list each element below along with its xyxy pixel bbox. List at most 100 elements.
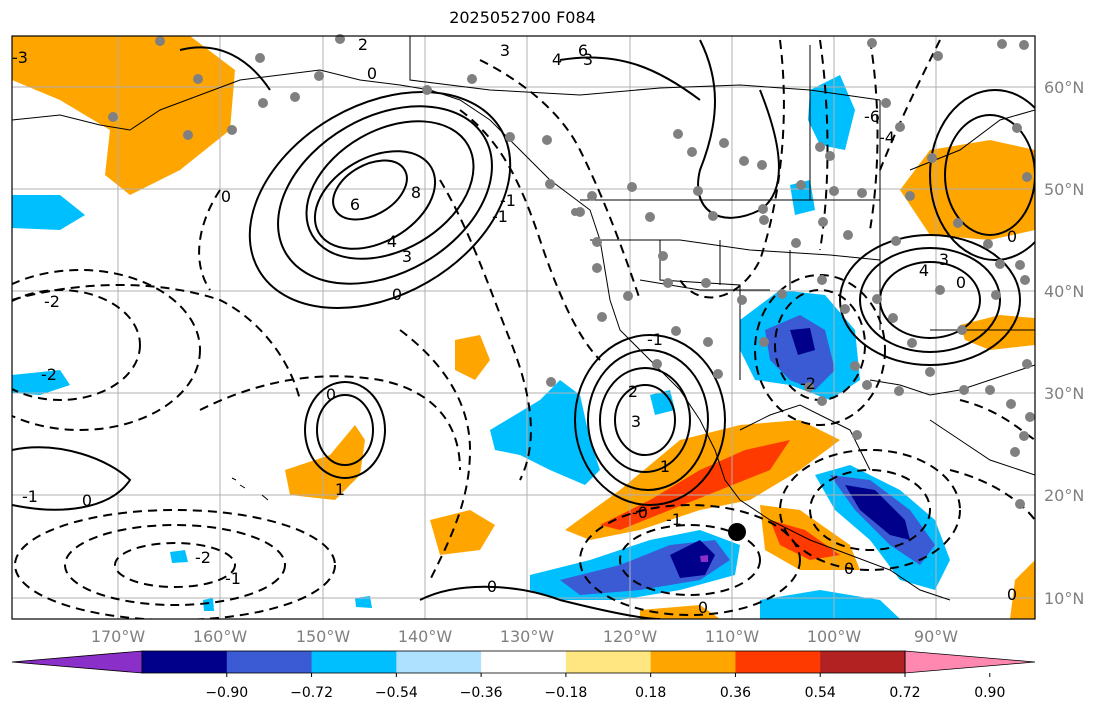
shade-region [650,390,675,415]
shade-region [600,440,790,530]
colorbar-tick-label: −0.36 [460,685,503,701]
shade-region [845,485,910,540]
contour-label: 4 [387,232,397,251]
contour-label: -4 [879,128,895,147]
shade-region [170,550,188,563]
contour-label: -2 [800,374,816,393]
colorbar-tick-label: 0.90 [974,685,1005,701]
colorbar-segment [226,651,313,673]
contour-label: -2 [195,548,211,567]
colorbar-segment [396,651,482,673]
contour-label: 0 [221,187,231,206]
shade-region [490,380,600,485]
storm-center-marker [728,523,746,541]
colorbar-segment [481,651,567,673]
longitude-label: 110°W [705,627,760,646]
contour-label: 0 [326,385,336,404]
contour-label: 0 [698,598,708,617]
contour-label: -0 [632,503,648,522]
contour-label: -1 [22,487,38,506]
contour-label: 0 [844,559,854,578]
contour-label: 4 [552,50,562,69]
contour-label: -2 [44,292,60,311]
colorbar-segment [311,651,397,673]
longitude-label: 100°W [807,627,862,646]
contour-label: 3 [402,247,412,266]
shade-region [700,555,708,562]
contour-label: -3 [12,48,28,67]
contour-label: 1 [660,457,670,476]
contour-label: 3 [631,412,641,431]
contour-label: 0 [1007,585,1017,604]
contour-label: 0 [487,577,497,596]
longitude-label: 120°W [603,627,658,646]
contour-label: 6 [578,41,588,60]
colorbar-tick-label: −0.72 [290,685,333,701]
contour-label: 3 [939,250,949,269]
shade-region [430,510,495,555]
shade-region [790,328,815,355]
shade-region [900,140,1035,240]
contour-label: -1 [225,569,241,588]
contour-label: -1 [647,330,663,349]
contour-label: 2 [628,382,638,401]
shade-region [12,370,70,395]
latitude-labels: 60°N 50°N 40°N 30°N 20°N 10°N [1044,78,1084,608]
latitude-label: 50°N [1044,180,1084,199]
shade-region [770,520,840,560]
shaded-anomaly-fields [12,36,1035,619]
colorbar-segment [820,651,906,673]
contour-label: 0 [392,285,402,304]
latitude-label: 10°N [1044,589,1084,608]
contour-label: 0 [82,491,92,510]
colorbar-tick-labels: −0.90 −0.72 −0.54 −0.36 −0.18 0.18 0.36 0.54 0.7… [205,673,1005,701]
contour-label: 0 [956,273,966,292]
contour-label: 0 [367,64,377,83]
contour-label: 1 [335,480,345,499]
latitude-label: 60°N [1044,78,1084,97]
contour-label: -1 [492,207,508,226]
colorbar-tick-label: −0.90 [205,685,248,701]
colorbar-segment [142,651,228,673]
longitude-label: 130°W [500,627,555,646]
colorbar-segment [11,650,143,674]
shade-region [355,596,372,608]
latitude-label: 30°N [1044,384,1084,403]
contour-label: -6 [864,107,880,126]
colorbar-tick-label: −0.54 [375,685,418,701]
map-frame [11,35,1036,620]
contour-label: 6 [350,195,360,214]
contour-label: 0 [1007,227,1017,246]
shade-region [960,315,1035,350]
shade-region [808,75,855,150]
colorbar-outline [141,650,906,674]
longitude-label: 90°W [914,627,958,646]
colorbar-segment [735,651,821,673]
colorbar-tick-label: 0.54 [805,685,836,701]
contour-label: 3 [500,41,510,60]
shade-region [670,540,715,578]
shade-region [1010,560,1035,619]
shade-region [12,36,235,195]
contour-label: 2 [358,35,368,54]
colorbar-tick-label: 0.18 [635,685,666,701]
contour-label: 4 [919,261,929,280]
shade-region [455,335,490,380]
contour-label: 8 [411,183,421,202]
contours-negative [12,39,1035,619]
contour-label: -1 [500,191,516,210]
colorbar-segment [904,650,1036,674]
contour-label: -2 [41,365,57,384]
shade-region [760,590,900,619]
colorbar-segment [650,651,736,673]
longitude-label: 170°W [91,627,146,646]
map-title: 2025052700 F084 [449,8,596,27]
contours-positive [12,39,1035,619]
shade-region [203,598,214,611]
contour-label: -1 [666,510,682,529]
shade-region [285,425,365,500]
colorbar-segment [565,651,652,673]
latitude-label: 40°N [1044,282,1084,301]
